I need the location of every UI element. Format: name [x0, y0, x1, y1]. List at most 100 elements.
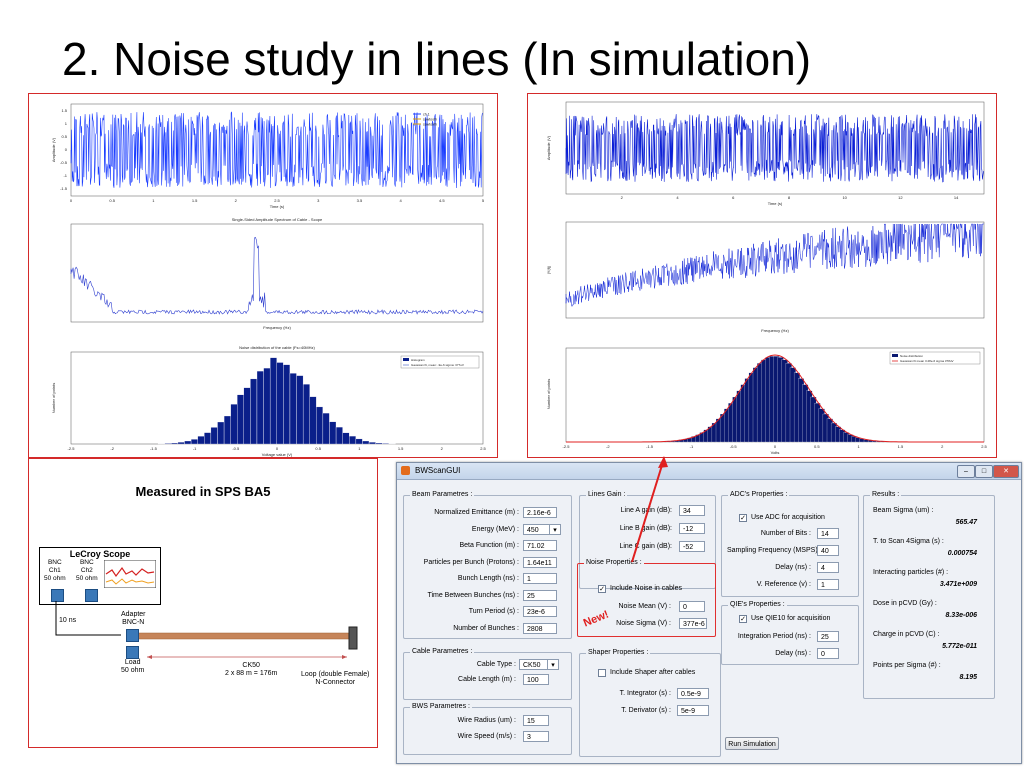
left-histogram-bar	[289, 373, 297, 445]
t-integrator-input[interactable]: 0.5e-9	[677, 688, 709, 699]
right-ts-xtick: 14	[954, 195, 959, 200]
line-a-gain-input[interactable]: 34	[679, 505, 705, 516]
noise-mean-label: Noise Mean (V) :	[618, 603, 671, 610]
right-hist-xtick: -2.5	[563, 444, 571, 449]
left-ts-xtick: 1.5	[192, 198, 198, 203]
noise-group-label: Noise Properties :	[584, 559, 644, 566]
bws-group-label: BWS Parametres :	[410, 703, 472, 710]
beam-field-input[interactable]: 1	[523, 573, 557, 584]
beam-field-label: Energy (MeV) :	[471, 525, 519, 533]
maximize-button[interactable]: □	[975, 465, 993, 478]
adc-bits-label: Number of Bits :	[760, 530, 811, 537]
result-value: 8.33e-006	[945, 612, 977, 619]
wire-radius-input[interactable]: 15	[523, 715, 549, 726]
qie-group-label: QIE's Properties :	[728, 601, 787, 608]
adc-bits-input[interactable]: 14	[817, 528, 839, 539]
noise-sigma-input[interactable]: 377e-6	[679, 618, 707, 629]
cable-type-label: Cable Type :	[476, 661, 516, 668]
run-simulation-button[interactable]: Run Simulation	[725, 737, 779, 750]
energy-dropdown-arrow[interactable]: ▾	[549, 523, 561, 535]
left-hist-xtick: 2.5	[480, 446, 486, 451]
left-histogram-bar	[322, 412, 330, 445]
noise-mean-input[interactable]: 0	[679, 601, 705, 612]
close-button[interactable]: ✕	[993, 465, 1019, 478]
vref-label: V. Reference (v) :	[756, 581, 811, 588]
result-value: 5.772e-011	[942, 643, 977, 650]
right-hist-legend-box	[889, 351, 981, 365]
results-group-label: Results :	[870, 491, 902, 498]
include-shaper-checkbox[interactable]	[598, 669, 606, 677]
left-histogram-bar	[355, 438, 363, 445]
bws-parameters-group: BWS Parametres :	[403, 703, 572, 755]
right-hist-xtick: 2	[941, 444, 944, 449]
cable-length-input[interactable]: 100	[523, 674, 549, 685]
left-histogram-bar	[204, 432, 211, 445]
beam-field-input[interactable]: 71.02	[523, 540, 557, 551]
noise-sigma-label: Noise Sigma (V) :	[616, 620, 671, 627]
beam-field-label: Number of Bunches :	[453, 624, 519, 632]
beam-field-input[interactable]: 23e-6	[523, 606, 557, 617]
left-histogram-bar	[184, 440, 192, 445]
left-histogram-bar	[243, 387, 251, 445]
left-hist-xtick: 0	[276, 446, 279, 451]
cable-diagram	[55, 601, 358, 659]
results-group: Results :	[863, 491, 995, 699]
left-hist-xtick: -1.5	[150, 446, 158, 451]
beam-field-label: Bunch Length (ns) :	[457, 575, 519, 582]
line-b-gain-label: Line B gain (dB):	[619, 525, 672, 532]
line-c-gain-input[interactable]: -52	[679, 541, 705, 552]
result-label: Points per Sigma (#) :	[873, 662, 941, 669]
matlab-logo-icon	[401, 466, 410, 475]
left-hist-legend-swatch	[403, 358, 409, 361]
beam-field-input[interactable]: 25	[523, 589, 557, 601]
bwscan-gui-window: BWScanGUI – □ ✕ Beam Parametres : Cable …	[396, 462, 1022, 764]
beam-field-label: Beta Function (m) :	[459, 542, 519, 549]
left-ts-xtick: 0.5	[109, 198, 115, 203]
wire-speed-label: Wire Speed (m/s) :	[457, 733, 516, 740]
left-hist-xtick: 1.5	[398, 446, 404, 451]
wire-speed-input[interactable]: 3	[523, 731, 549, 742]
right-spectrum-axes	[565, 221, 985, 319]
beam-field-input[interactable]: 2.16e-6	[523, 507, 557, 518]
beam-field-input[interactable]: 1.64e11	[523, 556, 557, 568]
integration-period-input[interactable]: 25	[817, 631, 839, 642]
beam-field-label: Time Between Bunches (ns) :	[427, 591, 519, 599]
left-hist-legend-box	[400, 355, 480, 369]
right-hist-xtick: 0.5	[814, 444, 820, 449]
left-histogram-bar	[171, 442, 178, 445]
right-hist-xtick: 1.5	[898, 444, 904, 449]
line-b-gain-input[interactable]: -12	[679, 523, 705, 534]
adapter-port	[126, 629, 139, 642]
qie-delay-input[interactable]: 0	[817, 648, 839, 659]
left-hist-xtick: -0.5	[232, 446, 240, 451]
left-hist-ylabel: Number of points	[51, 383, 56, 413]
sampling-frequency-input[interactable]: 40	[817, 545, 839, 556]
left-histogram-bar	[335, 426, 343, 445]
cable-type-dropdown-arrow[interactable]: ▾	[547, 659, 559, 670]
t-derivator-input[interactable]: 5e-9	[677, 705, 709, 716]
left-hist-legend-entry: Gaussian fit, mean: -9e-6 sigma: 377uV	[411, 363, 464, 367]
left-histogram-bar	[276, 362, 284, 445]
beam-field-input[interactable]: 2808	[523, 622, 557, 634]
right-hist-ylabel: Number of points	[546, 379, 551, 409]
right-spectrum-ylabel: |Y(f)|	[546, 266, 551, 275]
right-ts-xtick: 10	[842, 195, 847, 200]
adc-delay-input[interactable]: 4	[817, 562, 839, 573]
beam-field-label: Turn Period (s) :	[468, 608, 519, 615]
include-noise-checkbox[interactable]: ✓	[598, 585, 606, 593]
right-hist-xlabel: Volts	[771, 450, 780, 455]
use-qie-checkbox[interactable]: ✓	[739, 615, 747, 623]
left-histogram-bar	[349, 435, 356, 445]
vref-input[interactable]: 1	[817, 579, 839, 590]
loop-label: Loop (double Female) N-Connector	[301, 671, 370, 686]
right-ts-xtick: 8	[788, 195, 791, 200]
cable-short-label: 10 ns	[59, 617, 77, 624]
use-adc-checkbox[interactable]: ✓	[739, 514, 747, 522]
ch2-port	[85, 589, 98, 602]
minimize-button[interactable]: –	[957, 465, 975, 478]
right-hist-xtick: 2.5	[981, 444, 987, 449]
right-hist-xtick: 0	[774, 444, 777, 449]
left-histogram-bar	[210, 427, 218, 445]
lines-group-label: Lines Gain :	[586, 491, 628, 498]
ch1-label: BNC Ch1 50 ohm	[44, 559, 66, 582]
